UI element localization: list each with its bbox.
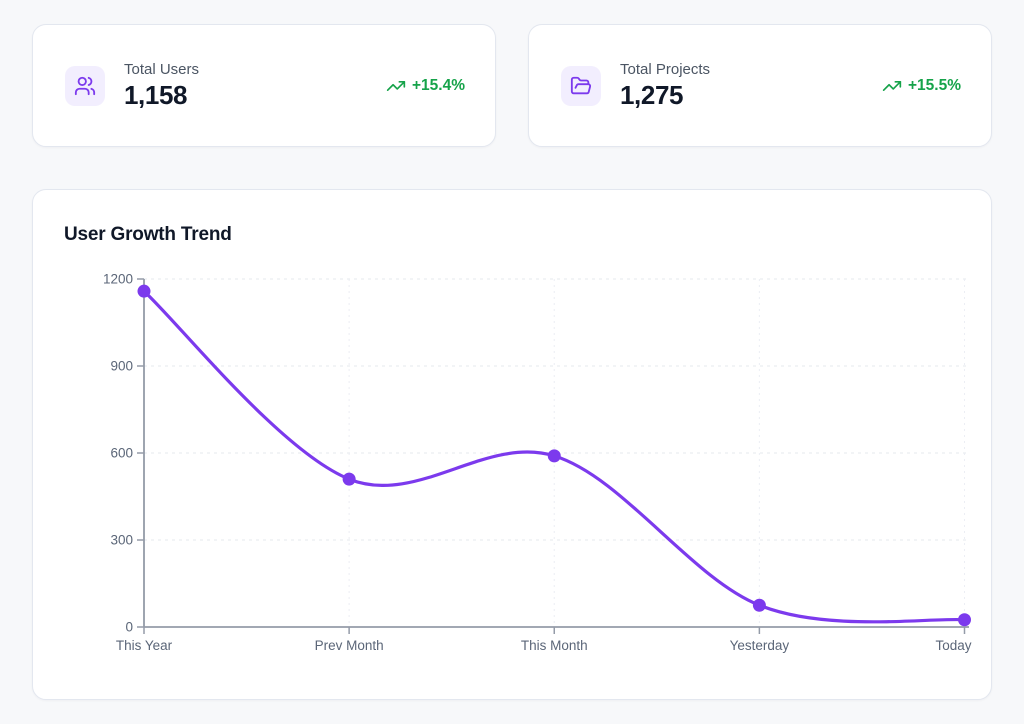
data-point[interactable] — [958, 613, 971, 627]
stat-value: 1,158 — [124, 80, 188, 111]
x-tick-label: Prev Month — [315, 638, 384, 653]
data-point[interactable] — [137, 284, 151, 298]
stat-text: Total Projects 1,275 — [620, 61, 710, 110]
y-tick-label: 300 — [110, 533, 133, 548]
data-point[interactable] — [547, 449, 561, 463]
y-tick-label: 600 — [110, 446, 133, 461]
stat-card-total-users: Total Users 1,158 +15.4% — [32, 24, 496, 147]
stat-change-value: +15.5% — [907, 76, 961, 94]
stat-card-main: Total Users 1,158 — [65, 61, 199, 110]
stat-card-total-projects: Total Projects 1,275 +15.5% — [528, 24, 992, 147]
x-tick-label: Today — [935, 638, 971, 653]
stat-card-main: Total Projects 1,275 — [561, 61, 710, 110]
x-tick-label: This Month — [521, 638, 588, 653]
stat-label: Total Projects — [620, 61, 711, 79]
stat-value: 1,275 — [620, 80, 684, 111]
stat-change-value: +15.4% — [411, 76, 465, 94]
x-tick-label: This Year — [116, 638, 173, 653]
data-point[interactable] — [342, 472, 356, 486]
users-icon — [65, 65, 105, 106]
y-tick-label: 900 — [110, 359, 133, 374]
stat-label: Total Users — [124, 61, 200, 79]
folder-open-icon — [561, 65, 601, 106]
x-tick-label: Yesterday — [730, 638, 790, 653]
stat-change-badge: +15.4% — [386, 76, 465, 96]
stat-text: Total Users 1,158 — [124, 61, 199, 110]
y-tick-label: 0 — [125, 620, 133, 635]
trending-up-icon — [386, 76, 406, 96]
growth-chart: 0 300 600 900 1200 This Year Prev Month This Mo… — [103, 272, 972, 654]
data-point[interactable] — [752, 598, 766, 612]
stat-change-badge: +15.5% — [882, 76, 961, 96]
stats-row: Total Users 1,158 +15.4% — [32, 24, 992, 147]
trending-up-icon — [882, 76, 902, 96]
user-growth-chart-card: User Growth Trend 0 300 600 900 1200 This Yea… — [32, 189, 992, 700]
y-tick-label: 1200 — [103, 272, 133, 287]
chart-title: User Growth Trend — [64, 224, 232, 245]
